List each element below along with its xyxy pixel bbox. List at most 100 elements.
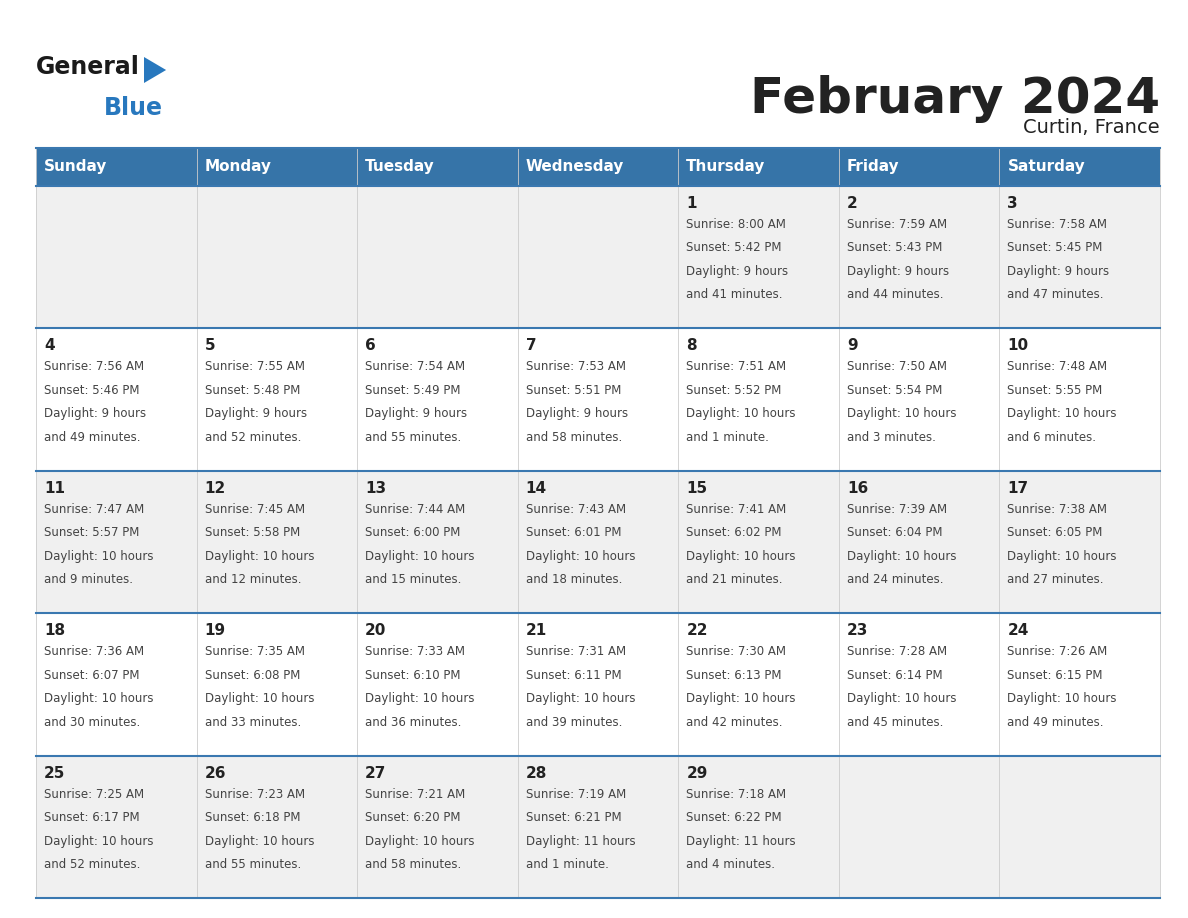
- Text: 21: 21: [526, 623, 546, 638]
- Text: and 30 minutes.: and 30 minutes.: [44, 716, 140, 729]
- Bar: [678, 186, 839, 329]
- Text: Sunrise: 7:56 AM: Sunrise: 7:56 AM: [44, 361, 144, 374]
- Text: 24: 24: [1007, 623, 1029, 638]
- Text: Daylight: 9 hours: Daylight: 9 hours: [44, 408, 146, 420]
- Text: 16: 16: [847, 481, 868, 496]
- Text: Sunrise: 7:54 AM: Sunrise: 7:54 AM: [365, 361, 466, 374]
- Text: Sunset: 6:04 PM: Sunset: 6:04 PM: [847, 526, 942, 539]
- Text: and 1 minute.: and 1 minute.: [526, 858, 608, 871]
- Text: Sunrise: 7:31 AM: Sunrise: 7:31 AM: [526, 645, 626, 658]
- Text: Sunrise: 7:58 AM: Sunrise: 7:58 AM: [1007, 218, 1107, 231]
- Text: Sunset: 6:20 PM: Sunset: 6:20 PM: [365, 812, 461, 824]
- Text: Sunset: 6:01 PM: Sunset: 6:01 PM: [526, 526, 621, 539]
- Text: Sunrise: 7:47 AM: Sunrise: 7:47 AM: [44, 503, 144, 516]
- Bar: [36, 756, 196, 898]
- Text: Daylight: 10 hours: Daylight: 10 hours: [204, 834, 314, 847]
- Text: Sunrise: 7:33 AM: Sunrise: 7:33 AM: [365, 645, 466, 658]
- Text: Sunset: 6:00 PM: Sunset: 6:00 PM: [365, 526, 461, 539]
- Text: and 33 minutes.: and 33 minutes.: [204, 716, 301, 729]
- Text: 3: 3: [1007, 196, 1018, 211]
- Text: Daylight: 10 hours: Daylight: 10 hours: [526, 692, 636, 705]
- Bar: [196, 613, 358, 756]
- Bar: [839, 329, 999, 471]
- Text: Daylight: 10 hours: Daylight: 10 hours: [1007, 408, 1117, 420]
- Text: Sunrise: 8:00 AM: Sunrise: 8:00 AM: [687, 218, 786, 231]
- Bar: [196, 148, 358, 186]
- Bar: [678, 329, 839, 471]
- Text: 23: 23: [847, 623, 868, 638]
- Text: Sunrise: 7:50 AM: Sunrise: 7:50 AM: [847, 361, 947, 374]
- Text: and 3 minutes.: and 3 minutes.: [847, 431, 936, 444]
- Text: 10: 10: [1007, 339, 1029, 353]
- Text: Daylight: 10 hours: Daylight: 10 hours: [526, 550, 636, 563]
- Text: 27: 27: [365, 766, 386, 780]
- Text: 12: 12: [204, 481, 226, 496]
- Text: Daylight: 10 hours: Daylight: 10 hours: [44, 834, 153, 847]
- Bar: [999, 329, 1159, 471]
- Text: Sunset: 5:46 PM: Sunset: 5:46 PM: [44, 384, 139, 397]
- Text: Saturday: Saturday: [1007, 160, 1085, 174]
- Text: Sunset: 5:52 PM: Sunset: 5:52 PM: [687, 384, 782, 397]
- Text: Daylight: 11 hours: Daylight: 11 hours: [687, 834, 796, 847]
- Text: Sunset: 6:13 PM: Sunset: 6:13 PM: [687, 668, 782, 682]
- Text: Sunset: 6:11 PM: Sunset: 6:11 PM: [526, 668, 621, 682]
- Text: Sunset: 5:49 PM: Sunset: 5:49 PM: [365, 384, 461, 397]
- Text: Sunrise: 7:51 AM: Sunrise: 7:51 AM: [687, 361, 786, 374]
- Text: Daylight: 10 hours: Daylight: 10 hours: [365, 692, 475, 705]
- Text: and 6 minutes.: and 6 minutes.: [1007, 431, 1097, 444]
- Bar: [999, 613, 1159, 756]
- Bar: [196, 329, 358, 471]
- Text: Daylight: 9 hours: Daylight: 9 hours: [687, 265, 789, 278]
- Text: 17: 17: [1007, 481, 1029, 496]
- Bar: [358, 613, 518, 756]
- Text: Daylight: 10 hours: Daylight: 10 hours: [1007, 692, 1117, 705]
- Bar: [196, 186, 358, 329]
- Text: and 36 minutes.: and 36 minutes.: [365, 716, 462, 729]
- Text: Daylight: 9 hours: Daylight: 9 hours: [1007, 265, 1110, 278]
- Text: and 1 minute.: and 1 minute.: [687, 431, 769, 444]
- Text: Sunset: 6:22 PM: Sunset: 6:22 PM: [687, 812, 782, 824]
- Text: and 27 minutes.: and 27 minutes.: [1007, 573, 1104, 587]
- Text: Sunrise: 7:18 AM: Sunrise: 7:18 AM: [687, 788, 786, 800]
- Text: Sunrise: 7:44 AM: Sunrise: 7:44 AM: [365, 503, 466, 516]
- Text: Sunset: 5:58 PM: Sunset: 5:58 PM: [204, 526, 299, 539]
- Text: 20: 20: [365, 623, 386, 638]
- Bar: [358, 186, 518, 329]
- Bar: [36, 613, 196, 756]
- Text: 25: 25: [44, 766, 65, 780]
- Text: General: General: [36, 55, 140, 79]
- Text: 11: 11: [44, 481, 65, 496]
- Bar: [36, 148, 196, 186]
- Text: and 49 minutes.: and 49 minutes.: [44, 431, 140, 444]
- Bar: [839, 613, 999, 756]
- Bar: [999, 756, 1159, 898]
- Bar: [518, 329, 678, 471]
- Text: Sunrise: 7:48 AM: Sunrise: 7:48 AM: [1007, 361, 1107, 374]
- Text: Daylight: 10 hours: Daylight: 10 hours: [847, 692, 956, 705]
- Bar: [999, 186, 1159, 329]
- Text: Daylight: 10 hours: Daylight: 10 hours: [44, 692, 153, 705]
- Bar: [518, 613, 678, 756]
- Bar: [999, 471, 1159, 613]
- Text: and 18 minutes.: and 18 minutes.: [526, 573, 623, 587]
- Bar: [358, 471, 518, 613]
- Bar: [678, 756, 839, 898]
- Text: Sunset: 6:02 PM: Sunset: 6:02 PM: [687, 526, 782, 539]
- Text: Blue: Blue: [105, 96, 163, 120]
- Text: 18: 18: [44, 623, 65, 638]
- Text: 29: 29: [687, 766, 708, 780]
- Bar: [839, 186, 999, 329]
- Text: and 55 minutes.: and 55 minutes.: [204, 858, 301, 871]
- Bar: [196, 756, 358, 898]
- Text: Sunset: 6:05 PM: Sunset: 6:05 PM: [1007, 526, 1102, 539]
- Text: Friday: Friday: [847, 160, 899, 174]
- Text: Daylight: 10 hours: Daylight: 10 hours: [847, 550, 956, 563]
- Text: Sunset: 5:51 PM: Sunset: 5:51 PM: [526, 384, 621, 397]
- Bar: [358, 756, 518, 898]
- Text: Daylight: 10 hours: Daylight: 10 hours: [1007, 550, 1117, 563]
- Text: Daylight: 9 hours: Daylight: 9 hours: [847, 265, 949, 278]
- Text: Thursday: Thursday: [687, 160, 766, 174]
- Text: Daylight: 10 hours: Daylight: 10 hours: [365, 550, 475, 563]
- Text: Sunrise: 7:26 AM: Sunrise: 7:26 AM: [1007, 645, 1107, 658]
- Bar: [518, 471, 678, 613]
